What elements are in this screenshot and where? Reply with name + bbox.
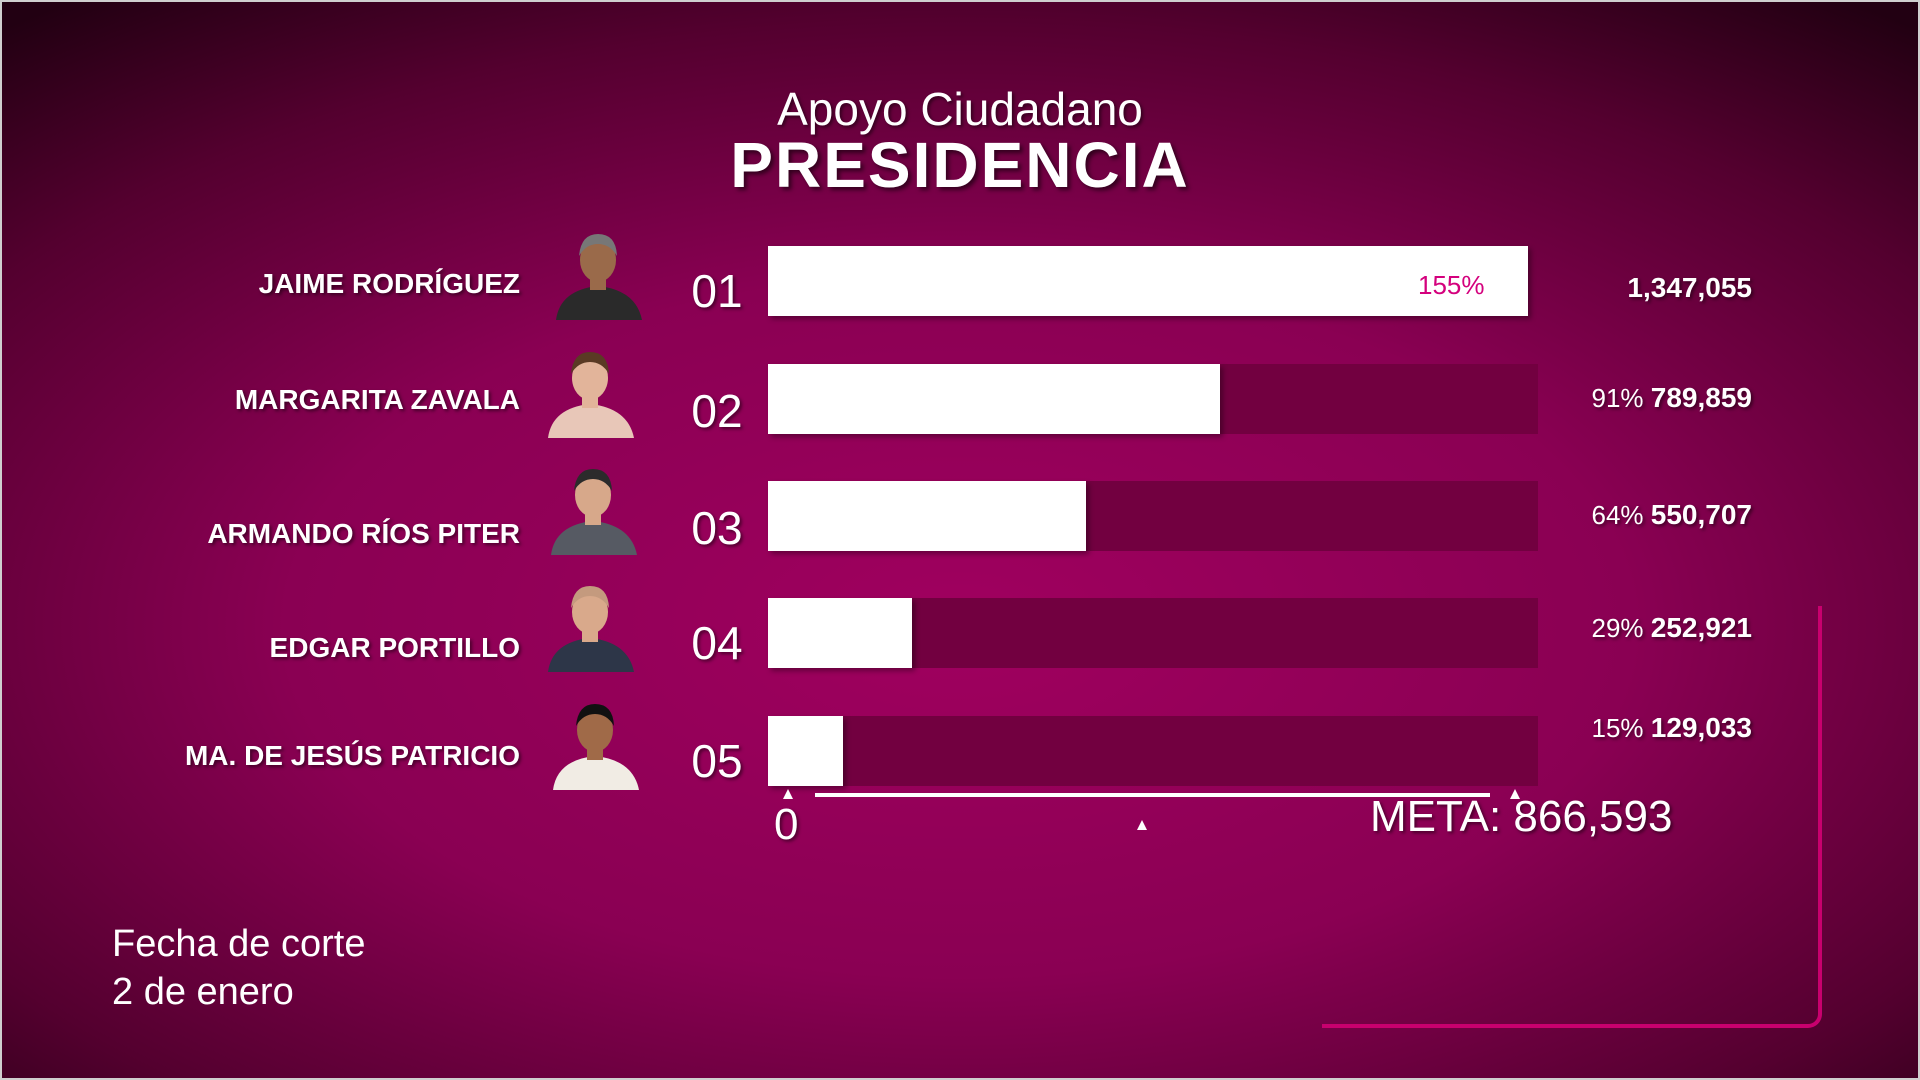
bar-track (768, 481, 1538, 551)
candidate-name: ARMANDO RÍOS PITER (207, 518, 520, 549)
candidate-name: EDGAR PORTILLO (269, 632, 520, 663)
bar-track: 155% (768, 246, 1538, 316)
candidate-row: ARMANDO RÍOS PITER 03 64% 550,707 (0, 455, 1920, 575)
candidate-photo (543, 455, 643, 555)
bar-track (768, 598, 1538, 668)
candidate-name: MARGARITA ZAVALA (234, 384, 520, 415)
candidate-photo (540, 572, 640, 672)
bar-fill (768, 598, 912, 668)
bar-track (768, 716, 1538, 786)
candidate-row: EDGAR PORTILLO 04 29% 252,921 (0, 572, 1920, 692)
bar-fill (768, 716, 843, 786)
goal-label: META: 866,593 (1370, 792, 1673, 841)
candidate-photo (545, 690, 645, 790)
bar-fill (768, 364, 1220, 434)
candidate-support-count: 1,347,055 (1627, 272, 1752, 303)
decorative-corner-line (1322, 606, 1822, 1028)
axis-tick-goal (1510, 789, 1520, 799)
cutoff-date-value: 2 de enero (112, 971, 294, 1013)
candidate-stats: 29% 252,921 (1592, 612, 1753, 644)
cutoff-label: Fecha de corte (112, 923, 366, 965)
candidate-photo (540, 338, 640, 438)
bar-percent-label: 155% (1418, 270, 1485, 300)
candidate-row: MARGARITA ZAVALA 02 91% 789,859 (0, 338, 1920, 458)
chart-subtitle: PRESIDENCIA (730, 129, 1190, 201)
candidate-stats: 1,347,055 (1627, 272, 1752, 304)
bar-fill (768, 246, 1528, 316)
candidate-percent: 91% (1591, 383, 1644, 413)
candidate-name: JAIME RODRÍGUEZ (258, 268, 520, 299)
candidate-stats: 15% 129,033 (1592, 712, 1753, 744)
candidate-row: MA. DE JESÚS PATRICIO 05 15% 129,033 (0, 690, 1920, 810)
candidate-name: MA. DE JESÚS PATRICIO (184, 740, 520, 771)
candidate-support-count: 550,707 (1650, 499, 1752, 530)
axis-tick-zero (783, 789, 793, 799)
goal-axis-line (815, 793, 1490, 797)
candidate-support-count: 129,033 (1650, 712, 1752, 743)
candidate-support-count: 252,921 (1650, 612, 1752, 643)
chart-title: Apoyo Ciudadano (777, 83, 1143, 135)
candidate-percent: 29% (1591, 613, 1644, 643)
candidate-percent: 64% (1591, 500, 1644, 530)
bar-fill (768, 481, 1086, 551)
candidate-photo (548, 220, 648, 320)
bar-track (768, 364, 1538, 434)
axis-tick-mid (1137, 820, 1147, 830)
candidate-support-count: 789,859 (1650, 382, 1752, 413)
candidate-number: 05 (691, 735, 743, 787)
candidate-percent: 15% (1591, 713, 1644, 743)
candidate-stats: 64% 550,707 (1592, 499, 1753, 531)
candidate-row: JAIME RODRÍGUEZ 01 155% 1,347,055 (0, 220, 1920, 340)
axis-zero-label: 0 (774, 800, 799, 849)
candidate-number: 04 (691, 617, 743, 669)
candidate-number: 01 (691, 265, 743, 317)
cutoff-date: Fecha de corte 2 de enero (112, 920, 365, 1016)
candidate-stats: 91% 789,859 (1592, 382, 1753, 414)
candidate-number: 03 (691, 502, 743, 554)
candidate-number: 02 (691, 385, 743, 437)
